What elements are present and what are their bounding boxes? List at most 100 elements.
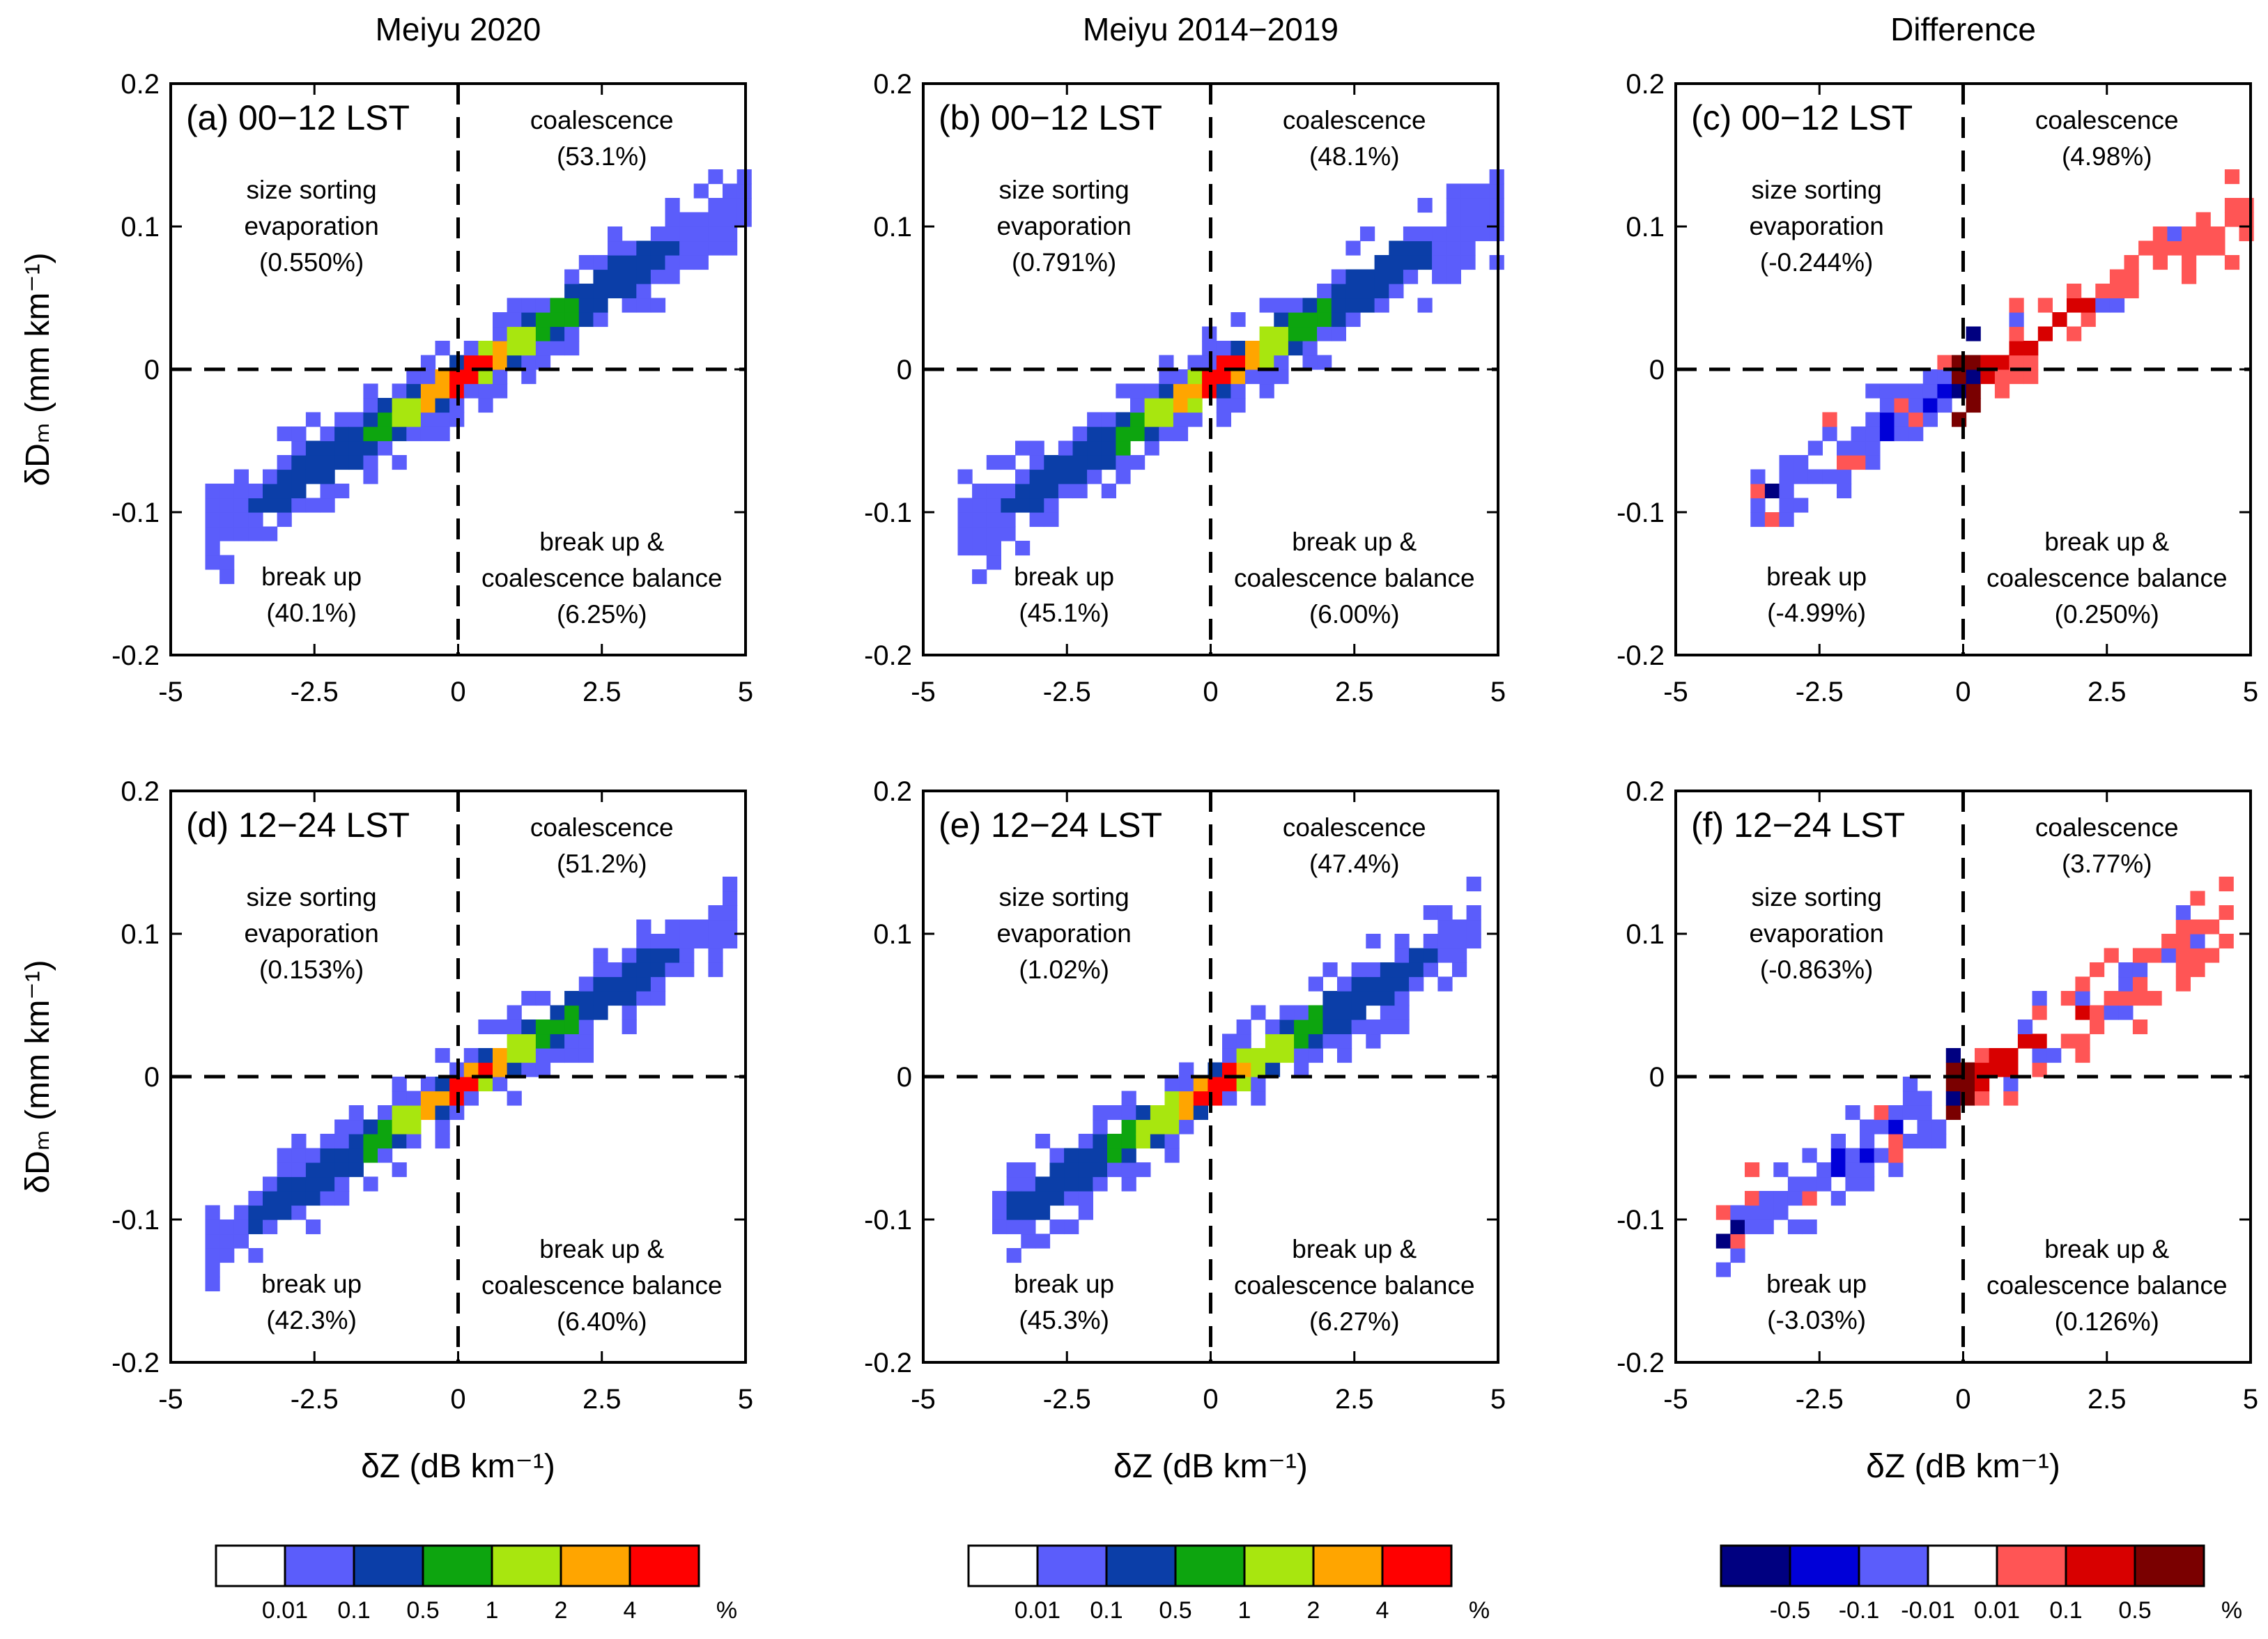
colorbar-3: -0.5 -0.1 -0.01 0.01 0.1 0.5% <box>1720 1544 2242 1624</box>
heatmap-cell <box>463 355 479 370</box>
heatmap-cell <box>2175 962 2191 978</box>
region-size-sorting: size sorting <box>247 176 377 204</box>
colorbar-swatch <box>628 1544 700 1587</box>
heatmap-cell <box>1389 255 1404 270</box>
heatmap-cell <box>2090 1005 2105 1020</box>
heatmap-cell <box>593 312 608 328</box>
heatmap-cell <box>277 498 292 513</box>
heatmap-cell <box>363 426 378 442</box>
heatmap-cell <box>1779 469 1794 484</box>
heatmap-cell <box>1980 369 1996 385</box>
heatmap-cell <box>305 1162 321 1178</box>
colorbar-swatch <box>215 1544 286 1587</box>
heatmap-cell <box>1216 341 1231 356</box>
heatmap-cell <box>1908 426 1924 442</box>
heatmap-cell <box>1159 355 1174 370</box>
heatmap-cell <box>1403 226 1419 242</box>
heatmap-cell <box>1049 1162 1065 1178</box>
heatmap-cell <box>420 398 436 413</box>
panel-label: (a) 00−12 LST <box>186 98 410 137</box>
heatmap-cell <box>205 541 220 556</box>
heatmap-cell <box>1187 369 1203 385</box>
colorbar-swatch <box>1720 1544 1791 1587</box>
heatmap-cell <box>1466 905 1481 921</box>
heatmap-cell <box>406 383 422 399</box>
heatmap-cell <box>608 991 623 1006</box>
heatmap-cell <box>636 298 651 313</box>
heatmap-cell <box>1779 512 1794 528</box>
colorbar-label: 2 <box>1307 1597 1320 1624</box>
region-balance: break up & <box>2044 1235 2169 1263</box>
heatmap-cell <box>535 1019 551 1035</box>
heatmap-cell <box>2023 369 2039 385</box>
heatmap-cell <box>1764 512 1780 528</box>
heatmap-cell <box>2118 991 2134 1006</box>
heatmap-cell <box>435 383 450 399</box>
heatmap-cell <box>348 440 364 456</box>
heatmap-cell <box>1294 1048 1309 1063</box>
region-balance-2: coalescence balance <box>1234 564 1475 592</box>
heatmap-cell <box>2037 326 2053 341</box>
heatmap-cell <box>1759 1191 1774 1206</box>
heatmap-cell <box>493 341 508 356</box>
heatmap-cell <box>665 198 680 213</box>
heatmap-cell <box>564 991 580 1006</box>
heatmap-cell <box>2090 962 2105 978</box>
heatmap-cell <box>2182 255 2197 270</box>
heatmap-cell <box>1845 1176 1860 1192</box>
heatmap-cell <box>679 212 695 227</box>
heatmap-cell <box>2109 284 2125 299</box>
heatmap-cell <box>1087 469 1102 484</box>
heatmap-cell <box>435 369 450 385</box>
heatmap-cell <box>2075 976 2090 992</box>
heatmap-cell <box>1975 1062 1990 1077</box>
x-tick-label: 0 <box>1203 677 1218 707</box>
heatmap-cell <box>2167 226 2182 242</box>
heatmap-cell <box>1294 1062 1309 1077</box>
heatmap-cell <box>2175 934 2191 949</box>
heatmap-cell <box>277 1205 292 1220</box>
heatmap-cell <box>1894 398 1909 413</box>
heatmap-cell <box>1078 1191 1093 1206</box>
heatmap-cell <box>1072 484 1088 499</box>
heatmap-cell <box>1380 991 1396 1006</box>
heatmap-cell <box>2210 226 2225 242</box>
heatmap-cell <box>665 934 680 949</box>
heatmap-cell <box>1078 1162 1093 1178</box>
heatmap-cell <box>1259 355 1274 370</box>
heatmap-cell <box>1058 484 1074 499</box>
panel-c: -5 -2.5 0 2.5 5 0.2 0.1 0 -0.1 -0.2 (c) 00−12 LST c… <box>1617 69 2258 707</box>
heatmap-cell <box>263 498 278 513</box>
heatmap-cell <box>305 498 321 513</box>
heatmap-cell <box>1860 1134 1875 1149</box>
heatmap-cell <box>1865 426 1881 442</box>
x-tick-label: 2.5 <box>583 1384 622 1415</box>
heatmap-cell <box>1394 948 1410 963</box>
heatmap-cell <box>1072 426 1088 442</box>
heatmap-cell <box>622 1019 637 1035</box>
heatmap-cell <box>1874 1119 1889 1134</box>
heatmap-cell <box>435 398 450 413</box>
heatmap-cell <box>1317 284 1332 299</box>
region-evaporation: evaporation <box>244 919 378 948</box>
y-tick-label: -0.2 <box>111 640 160 671</box>
heatmap-cell <box>1202 369 1217 385</box>
heatmap-cell <box>378 1119 393 1134</box>
heatmap-cell <box>608 226 623 242</box>
heatmap-cell <box>2190 891 2205 906</box>
heatmap-cell <box>1144 398 1159 413</box>
panel-f: -5 -2.5 0 2.5 5 0.2 0.1 0 -0.1 -0.2 (f) 12−24 LST c… <box>1617 776 2258 1485</box>
heatmap-cell <box>622 948 637 963</box>
heatmap-cell <box>2118 1005 2134 1020</box>
heatmap-cell <box>1236 1077 1251 1092</box>
heatmap-cell <box>1994 369 2010 385</box>
heatmap-cell <box>1773 1205 1789 1220</box>
heatmap-cell <box>1317 326 1332 341</box>
heatmap-cell <box>1802 1148 1817 1163</box>
heatmap-cell <box>1966 369 1981 385</box>
heatmap-cell <box>2104 1005 2119 1020</box>
heatmap-cell <box>593 269 608 284</box>
heatmap-cell <box>622 255 637 270</box>
heatmap-cell <box>205 1219 220 1235</box>
heatmap-cell <box>392 412 407 427</box>
